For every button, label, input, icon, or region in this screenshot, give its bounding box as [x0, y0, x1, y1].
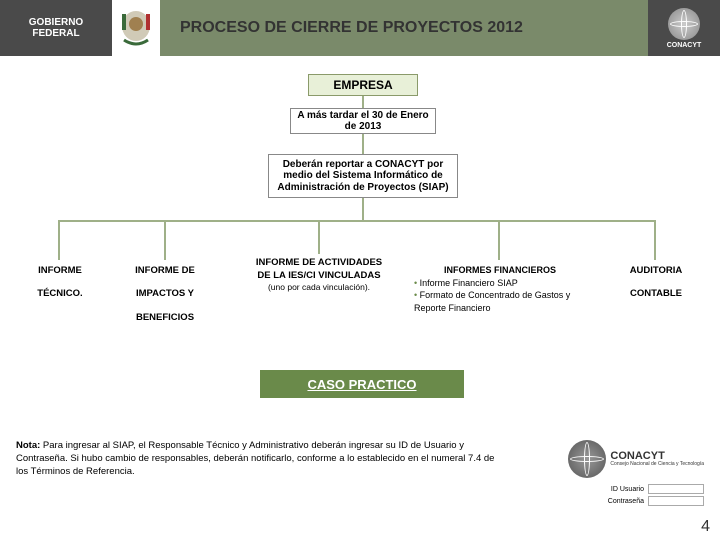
leaf-line: INFORME DE ACTIVIDADES DE LA IES/CI VINC…: [254, 256, 384, 283]
page-number: 4: [701, 518, 710, 536]
page-header: GOBIERNO FEDERAL PROCESO DE CIERRE DE PR…: [0, 0, 720, 56]
nota-text: Para ingresar al SIAP, el Responsable Té…: [16, 440, 494, 477]
password-input[interactable]: [648, 496, 704, 506]
flowchart: EMPRESA A más tardar el 30 de Enero de 2…: [0, 56, 720, 366]
leaf-line: INFORME DE: [120, 264, 210, 277]
connector: [318, 220, 320, 254]
footer-note: Nota: Para ingresar al SIAP, el Responsa…: [16, 440, 496, 508]
leaf-tecnico: INFORME TÉCNICO.: [20, 264, 100, 301]
leaf-impactos: INFORME DE IMPACTOS Y BENEFICIOS: [120, 264, 210, 324]
globe-icon: [568, 440, 606, 478]
leaf-line: TÉCNICO.: [20, 287, 100, 300]
leaf-bullet: Formato de Concentrado de Gastos y Repor…: [414, 289, 590, 314]
conacyt-footer-logo: CONACYT Consejo Nacional de Ciencia y Te…: [568, 440, 704, 478]
connector: [164, 220, 166, 260]
leaf-sub: (uno por cada vinculación).: [254, 283, 384, 293]
login-pass-label: Contraseña: [608, 498, 644, 505]
node-empresa: EMPRESA: [308, 74, 418, 96]
footer-right: CONACYT Consejo Nacional de Ciencia y Te…: [568, 440, 704, 508]
leaf-financieros: INFORMES FINANCIEROS Informe Financiero …: [410, 264, 590, 314]
footer-logo-sub: Consejo Nacional de Ciencia y Tecnología: [610, 462, 704, 467]
conacyt-badge: CONACYT: [648, 0, 720, 56]
page-footer: Nota: Para ingresar al SIAP, el Responsa…: [16, 440, 704, 508]
login-user-label: ID Usuario: [611, 486, 644, 493]
login-form: ID Usuario Contraseña: [608, 484, 704, 508]
connector: [498, 220, 500, 260]
leaf-line: IMPACTOS Y: [120, 287, 210, 300]
connector: [362, 198, 364, 220]
node-report: Deberán reportar a CONACYT por medio del…: [268, 154, 458, 198]
gov-line1: GOBIERNO: [29, 17, 83, 28]
leaf-actividades: INFORME DE ACTIVIDADES DE LA IES/CI VINC…: [254, 256, 384, 292]
leaf-line: AUDITORIA: [616, 264, 696, 277]
connector: [362, 96, 364, 108]
leaf-bullet: Informe Financiero SIAP: [414, 277, 590, 290]
connector: [58, 220, 656, 222]
leaf-line: BENEFICIOS: [120, 311, 210, 324]
user-input[interactable]: [648, 484, 704, 494]
mexican-emblem-icon: [112, 0, 160, 56]
node-deadline: A más tardar el 30 de Enero de 2013: [290, 108, 436, 134]
nota-label: Nota:: [16, 440, 40, 451]
gov-line2: FEDERAL: [32, 28, 79, 39]
page-title: PROCESO DE CIERRE DE PROYECTOS 2012: [160, 0, 648, 56]
caso-practico-link[interactable]: CASO PRACTICO: [260, 370, 464, 398]
globe-icon: [668, 8, 700, 40]
connector: [362, 134, 364, 154]
conacyt-label: CONACYT: [667, 42, 702, 49]
connector: [654, 220, 656, 260]
leaf-title: INFORMES FINANCIEROS: [410, 264, 590, 277]
leaf-line: INFORME: [20, 264, 100, 277]
gov-logo: GOBIERNO FEDERAL: [0, 0, 112, 56]
leaf-line: CONTABLE: [616, 287, 696, 300]
leaf-auditoria: AUDITORIA CONTABLE: [616, 264, 696, 301]
connector: [58, 220, 60, 260]
